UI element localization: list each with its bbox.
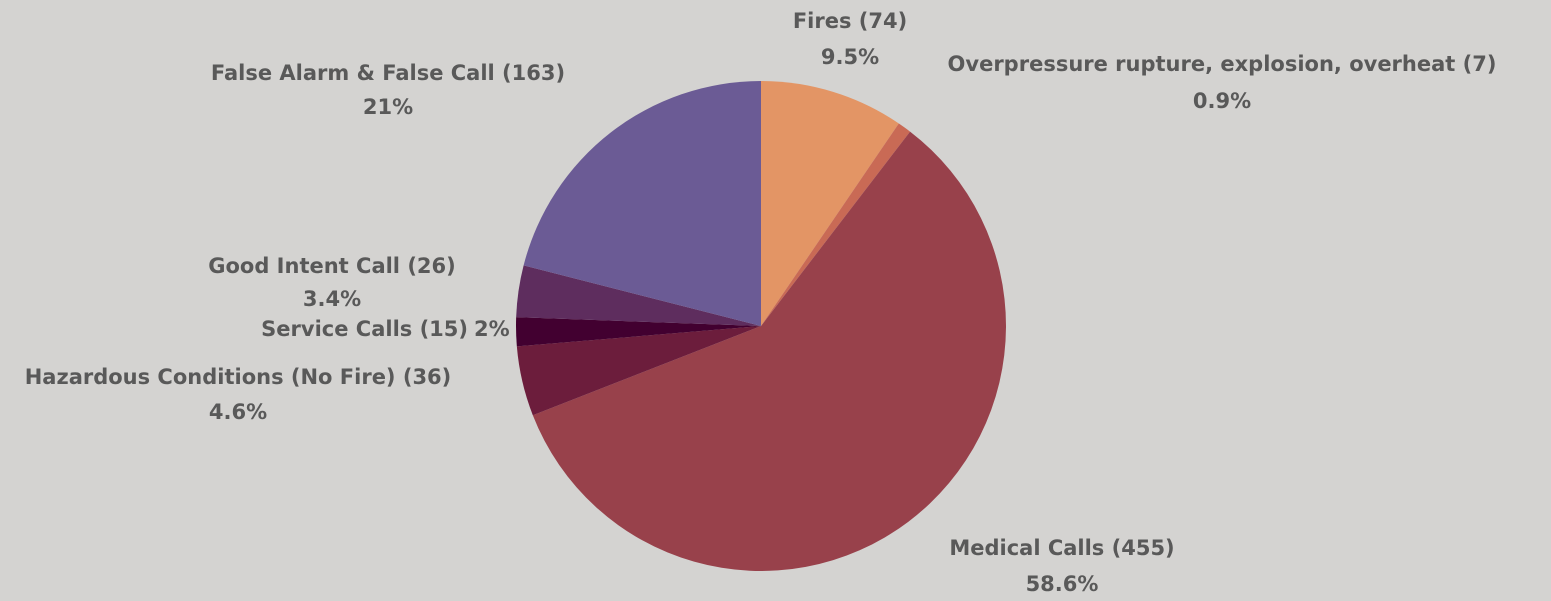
slice-value-label: 0.9%: [1193, 89, 1251, 113]
pie-slice: [532, 131, 1007, 571]
slice-value-label: 9.5%: [821, 45, 879, 69]
slice-value-label: 21%: [363, 95, 413, 119]
slice-value-label: 2%: [474, 317, 510, 341]
slice-label: Overpressure rupture, explosion, overhea…: [948, 52, 1497, 76]
slice-label: Medical Calls (455): [949, 536, 1174, 560]
slice-label: Service Calls (15): [261, 317, 468, 341]
slice-value-label: 3.4%: [303, 287, 361, 311]
pie-slice: [516, 317, 761, 347]
slice-label: Hazardous Conditions (No Fire) (36): [25, 365, 452, 389]
pie-slice: [761, 81, 899, 326]
slice-value-label: 58.6%: [1026, 572, 1099, 596]
slice-label: Good Intent Call (26): [208, 254, 456, 278]
pie-slice: [761, 123, 911, 327]
pie-slice: [523, 80, 761, 326]
pie-slice: [516, 326, 761, 416]
slice-label: False Alarm & False Call (163): [211, 61, 565, 85]
pie-slice: [516, 265, 761, 326]
slice-value-label: 4.6%: [209, 400, 267, 424]
slice-label: Fires (74): [793, 9, 907, 33]
